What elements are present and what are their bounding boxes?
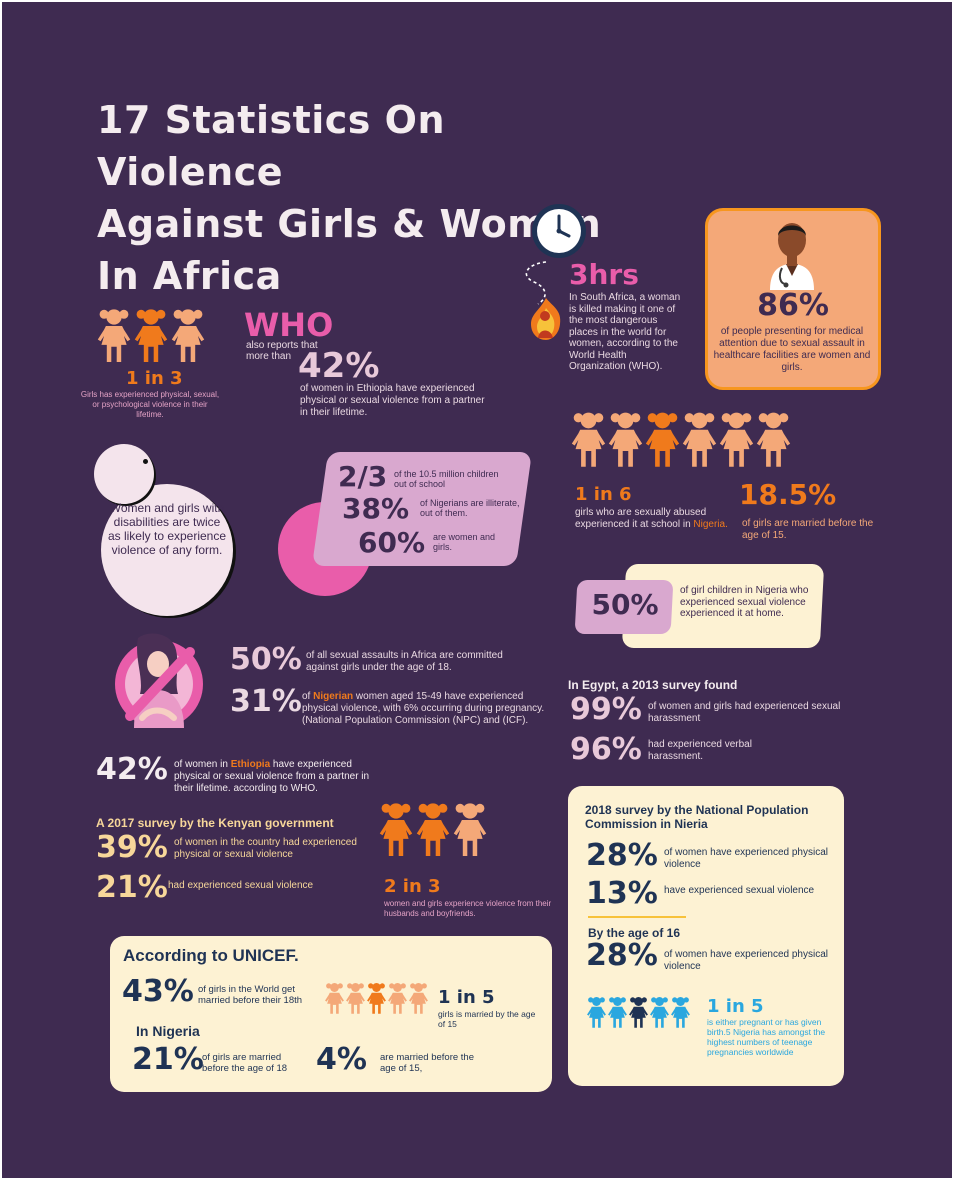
assault-stat-1: 50%: [230, 642, 302, 677]
kenya-heading: A 2017 survey by the Kenyan government: [96, 816, 334, 830]
kenya-text-1: of women in the country had experienced …: [174, 837, 357, 860]
npc-stat-4: 1 in 5: [707, 996, 764, 1017]
home-text: of girl children in Nigeria who experien…: [680, 585, 809, 619]
npc-text-1: of women have experienced physical viole…: [664, 847, 828, 870]
egypt-text-1: of women and girls had experienced sexua…: [648, 701, 841, 724]
doctor-card: [705, 208, 881, 390]
home-stat: 50%: [591, 588, 659, 621]
school-stat-1: 2/3: [338, 460, 388, 493]
hrs-stat: 3hrs: [569, 258, 639, 291]
dashed-path-decoration: [525, 261, 547, 305]
egypt-stat-1: 99%: [570, 692, 642, 727]
kenya-text-2: had experienced sexual violence: [168, 880, 314, 891]
unicef-stat-2: 1 in 5: [438, 987, 495, 1008]
npc-card: [568, 786, 844, 1086]
npc-stat-3: 28%: [586, 938, 658, 973]
egypt-heading: In Egypt, a 2013 survey found: [568, 678, 738, 692]
five-girls-blue-icon: [587, 997, 690, 1028]
unicef-card: [110, 936, 552, 1092]
girl-figure-icon: [97, 309, 205, 362]
disability-text: Women and girls with disabilities are tw…: [107, 501, 227, 557]
unicef-heading: According to UNICEF.: [123, 946, 299, 965]
assault-text-2: of Nigerian women aged 15-49 have experi…: [302, 691, 545, 726]
page-title: 17 Statistics On Violence Against Girls …: [97, 98, 602, 298]
school-stat-2: 38%: [342, 492, 410, 525]
doctor-stat: 86%: [757, 288, 829, 323]
unicef-stat-4: 4%: [316, 1042, 367, 1077]
unicef-stat-1: 43%: [122, 974, 194, 1009]
woman-in-fire-icon: [531, 298, 561, 340]
who-stat: 42%: [298, 346, 380, 386]
clock-icon: [532, 204, 586, 258]
abuse-stat: 1 in 6: [575, 484, 632, 505]
npc-age-heading: By the age of 16: [588, 926, 681, 940]
disability-small-circle: [94, 444, 154, 504]
who-label: WHO: [244, 306, 334, 344]
disability-circle: [101, 484, 233, 616]
ethiopia-stat: 42%: [96, 752, 168, 787]
egypt-text-2: had experienced verbal harassment.: [648, 739, 752, 762]
doctor-text: of people presenting for medical attenti…: [713, 326, 871, 373]
who-text: of women in Ethiopia have experienced ph…: [300, 383, 485, 418]
five-girls-icon: [325, 983, 428, 1014]
npc-stat-2: 13%: [586, 876, 658, 911]
stat-1-in-3: 1 in 3: [126, 368, 183, 389]
npc-text-3: of women have experienced physical viole…: [664, 949, 828, 972]
school-text-1: of the 10.5 million children out of scho…: [394, 469, 499, 489]
who-intro: also reports that more than: [246, 340, 318, 362]
kenya-stat-1: 39%: [96, 830, 168, 865]
school-stat-3: 60%: [358, 526, 426, 559]
npc-divider: [588, 916, 686, 918]
doctor-icon: [770, 223, 814, 290]
unicef-text-2: girls is married by the age of 15: [438, 1009, 536, 1029]
npc-text-2: have experienced sexual violence: [664, 885, 815, 896]
unicef-text-3: of girls are married before the age of 1…: [202, 1052, 288, 1074]
unicef-sub-heading: In Nigeria: [136, 1023, 200, 1039]
abuse-text: girls who are sexually abused experience…: [575, 507, 728, 530]
stat-1-in-3-text: Girls has experienced physical, sexual, …: [80, 390, 220, 419]
unicef-stat-3: 21%: [132, 1042, 204, 1077]
hrs-text: In South Africa, a woman is killed makin…: [569, 292, 681, 372]
unicef-text-4: are married before the age of 15,: [380, 1052, 474, 1074]
school-text-3: are women and girls.: [433, 532, 496, 552]
npc-text-4: is either pregnant or has given birth.5 …: [707, 1017, 826, 1057]
npc-heading: 2018 survey by the National Population C…: [585, 803, 809, 831]
school-text-2: of Nigerians are illiterate, out of them…: [420, 498, 520, 518]
sad-woman-icon: [115, 633, 203, 728]
assault-text-1: of all sexual assaults in Africa are com…: [306, 650, 503, 673]
ethiopia-text: of women in Ethiopia have experienced ph…: [174, 759, 370, 794]
npc-stat-1: 28%: [586, 838, 658, 873]
kenya-stat-2: 21%: [96, 870, 168, 905]
disability-dot: [143, 459, 148, 464]
three-girls-icon: [379, 803, 487, 856]
assault-stat-2: 31%: [230, 684, 302, 719]
married15-stat: 18.5%: [739, 478, 837, 511]
six-girls-icon: [571, 412, 791, 467]
married15-text: of girls are married before the age of 1…: [742, 518, 874, 541]
husband-stat: 2 in 3: [384, 876, 441, 897]
unicef-text-1: of girls in the World get married before…: [198, 984, 303, 1006]
egypt-stat-2: 96%: [570, 732, 642, 767]
husband-text: women and girls experience violence from…: [384, 899, 552, 918]
